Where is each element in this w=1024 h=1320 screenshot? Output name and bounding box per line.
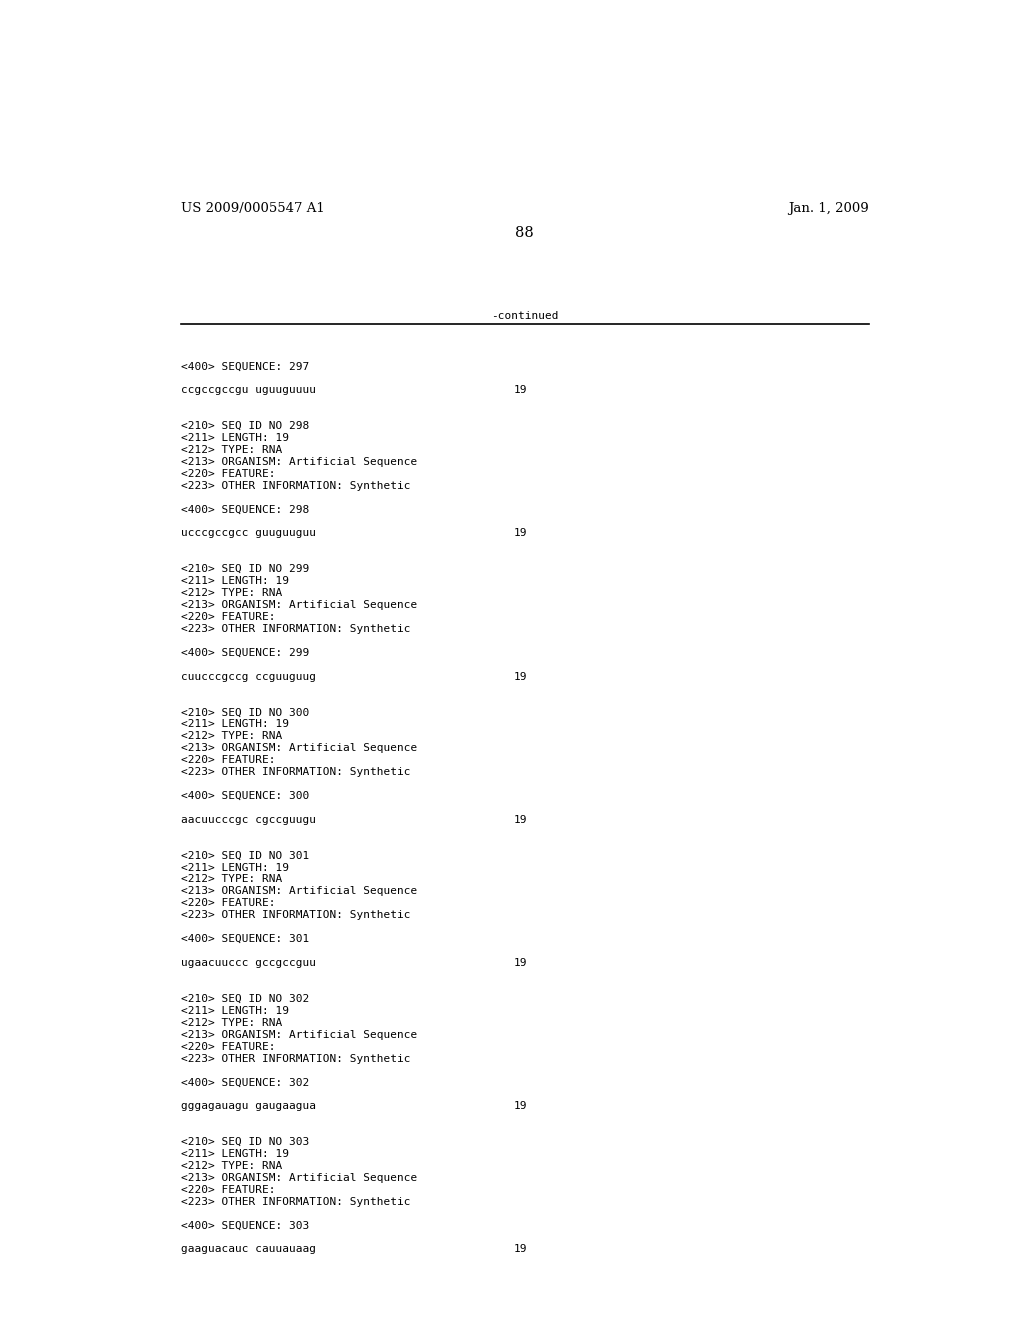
Text: <212> TYPE: RNA: <212> TYPE: RNA (180, 875, 282, 884)
Text: <210> SEQ ID NO 299: <210> SEQ ID NO 299 (180, 564, 309, 574)
Text: <400> SEQUENCE: 303: <400> SEQUENCE: 303 (180, 1221, 309, 1230)
Text: <210> SEQ ID NO 302: <210> SEQ ID NO 302 (180, 994, 309, 1003)
Text: <223> OTHER INFORMATION: Synthetic: <223> OTHER INFORMATION: Synthetic (180, 1197, 411, 1206)
Text: <210> SEQ ID NO 301: <210> SEQ ID NO 301 (180, 850, 309, 861)
Text: <212> TYPE: RNA: <212> TYPE: RNA (180, 1018, 282, 1028)
Text: <400> SEQUENCE: 300: <400> SEQUENCE: 300 (180, 791, 309, 801)
Text: <400> SEQUENCE: 298: <400> SEQUENCE: 298 (180, 504, 309, 515)
Text: <220> FEATURE:: <220> FEATURE: (180, 1185, 275, 1195)
Text: gggagauagu gaugaagua: gggagauagu gaugaagua (180, 1101, 315, 1111)
Text: <211> LENGTH: 19: <211> LENGTH: 19 (180, 576, 289, 586)
Text: aacuucccgc cgccguugu: aacuucccgc cgccguugu (180, 814, 315, 825)
Text: <210> SEQ ID NO 298: <210> SEQ ID NO 298 (180, 421, 309, 430)
Text: 19: 19 (514, 1101, 527, 1111)
Text: 88: 88 (515, 226, 535, 240)
Text: <213> ORGANISM: Artificial Sequence: <213> ORGANISM: Artificial Sequence (180, 457, 417, 467)
Text: <223> OTHER INFORMATION: Synthetic: <223> OTHER INFORMATION: Synthetic (180, 1053, 411, 1064)
Text: <212> TYPE: RNA: <212> TYPE: RNA (180, 1162, 282, 1171)
Text: <220> FEATURE:: <220> FEATURE: (180, 1041, 275, 1052)
Text: <211> LENGTH: 19: <211> LENGTH: 19 (180, 1148, 289, 1159)
Text: Jan. 1, 2009: Jan. 1, 2009 (788, 202, 869, 215)
Text: <213> ORGANISM: Artificial Sequence: <213> ORGANISM: Artificial Sequence (180, 1173, 417, 1183)
Text: <213> ORGANISM: Artificial Sequence: <213> ORGANISM: Artificial Sequence (180, 601, 417, 610)
Text: -continued: -continued (492, 312, 558, 321)
Text: <212> TYPE: RNA: <212> TYPE: RNA (180, 731, 282, 742)
Text: <212> TYPE: RNA: <212> TYPE: RNA (180, 589, 282, 598)
Text: 19: 19 (514, 958, 527, 968)
Text: <223> OTHER INFORMATION: Synthetic: <223> OTHER INFORMATION: Synthetic (180, 767, 411, 777)
Text: <212> TYPE: RNA: <212> TYPE: RNA (180, 445, 282, 455)
Text: <211> LENGTH: 19: <211> LENGTH: 19 (180, 719, 289, 730)
Text: <223> OTHER INFORMATION: Synthetic: <223> OTHER INFORMATION: Synthetic (180, 624, 411, 634)
Text: ucccgccgcc guuguuguu: ucccgccgcc guuguuguu (180, 528, 315, 539)
Text: <220> FEATURE:: <220> FEATURE: (180, 899, 275, 908)
Text: <211> LENGTH: 19: <211> LENGTH: 19 (180, 862, 289, 873)
Text: <211> LENGTH: 19: <211> LENGTH: 19 (180, 433, 289, 444)
Text: <213> ORGANISM: Artificial Sequence: <213> ORGANISM: Artificial Sequence (180, 1030, 417, 1040)
Text: <400> SEQUENCE: 301: <400> SEQUENCE: 301 (180, 935, 309, 944)
Text: <220> FEATURE:: <220> FEATURE: (180, 755, 275, 766)
Text: 19: 19 (514, 672, 527, 681)
Text: 19: 19 (514, 385, 527, 395)
Text: 19: 19 (514, 1245, 527, 1254)
Text: cuucccgccg ccguuguug: cuucccgccg ccguuguug (180, 672, 315, 681)
Text: gaaguacauc cauuauaag: gaaguacauc cauuauaag (180, 1245, 315, 1254)
Text: <400> SEQUENCE: 302: <400> SEQUENCE: 302 (180, 1077, 309, 1088)
Text: <211> LENGTH: 19: <211> LENGTH: 19 (180, 1006, 289, 1016)
Text: <400> SEQUENCE: 297: <400> SEQUENCE: 297 (180, 362, 309, 371)
Text: <220> FEATURE:: <220> FEATURE: (180, 612, 275, 622)
Text: 19: 19 (514, 814, 527, 825)
Text: <213> ORGANISM: Artificial Sequence: <213> ORGANISM: Artificial Sequence (180, 743, 417, 754)
Text: 19: 19 (514, 528, 527, 539)
Text: <210> SEQ ID NO 300: <210> SEQ ID NO 300 (180, 708, 309, 717)
Text: US 2009/0005547 A1: US 2009/0005547 A1 (180, 202, 325, 215)
Text: <400> SEQUENCE: 299: <400> SEQUENCE: 299 (180, 648, 309, 657)
Text: <223> OTHER INFORMATION: Synthetic: <223> OTHER INFORMATION: Synthetic (180, 480, 411, 491)
Text: ugaacuuccc gccgccguu: ugaacuuccc gccgccguu (180, 958, 315, 968)
Text: <220> FEATURE:: <220> FEATURE: (180, 469, 275, 479)
Text: ccgccgccgu uguuguuuu: ccgccgccgu uguuguuuu (180, 385, 315, 395)
Text: <213> ORGANISM: Artificial Sequence: <213> ORGANISM: Artificial Sequence (180, 887, 417, 896)
Text: <210> SEQ ID NO 303: <210> SEQ ID NO 303 (180, 1137, 309, 1147)
Text: <223> OTHER INFORMATION: Synthetic: <223> OTHER INFORMATION: Synthetic (180, 911, 411, 920)
